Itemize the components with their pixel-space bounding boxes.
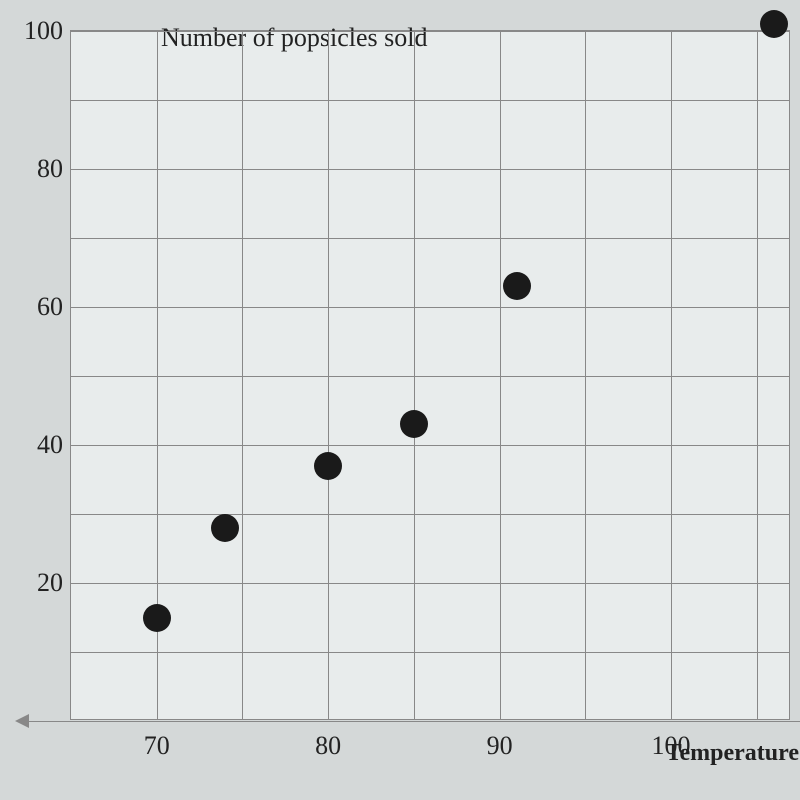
x-axis-line	[21, 721, 800, 722]
scatter-chart: Number of popsicles sold Temperature 204…	[0, 0, 800, 800]
grid-line-vertical	[242, 31, 243, 719]
x-tick-label: 90	[487, 719, 513, 761]
grid-line-vertical	[671, 31, 672, 719]
y-tick-label: 20	[37, 568, 71, 598]
y-tick-label: 40	[37, 430, 71, 460]
x-tick-label: 100	[652, 719, 691, 761]
grid-line-vertical	[414, 31, 415, 719]
axis-arrow-left-icon	[15, 714, 29, 728]
data-point	[400, 410, 428, 438]
grid-line-vertical	[757, 31, 758, 719]
grid-line-vertical	[500, 31, 501, 719]
x-tick-label: 70	[144, 719, 170, 761]
data-point	[760, 10, 788, 38]
grid-line-horizontal	[71, 652, 789, 653]
y-tick-label: 60	[37, 292, 71, 322]
grid-line-horizontal	[71, 514, 789, 515]
y-tick-label: 80	[37, 154, 71, 184]
grid-line-horizontal	[71, 307, 789, 308]
data-point	[211, 514, 239, 542]
data-point	[143, 604, 171, 632]
grid-line-horizontal	[71, 376, 789, 377]
chart-title: Number of popsicles sold	[161, 23, 427, 53]
data-point	[314, 452, 342, 480]
y-tick-label: 100	[24, 16, 71, 46]
grid-line-horizontal	[71, 238, 789, 239]
grid-line-horizontal	[71, 169, 789, 170]
grid-line-horizontal	[71, 31, 789, 32]
data-point	[503, 272, 531, 300]
plot-area: Number of popsicles sold Temperature 204…	[70, 30, 790, 720]
grid-line-horizontal	[71, 583, 789, 584]
grid-line-horizontal	[71, 445, 789, 446]
grid-line-vertical	[585, 31, 586, 719]
x-tick-label: 80	[315, 719, 341, 761]
grid-line-vertical	[328, 31, 329, 719]
grid-line-horizontal	[71, 100, 789, 101]
